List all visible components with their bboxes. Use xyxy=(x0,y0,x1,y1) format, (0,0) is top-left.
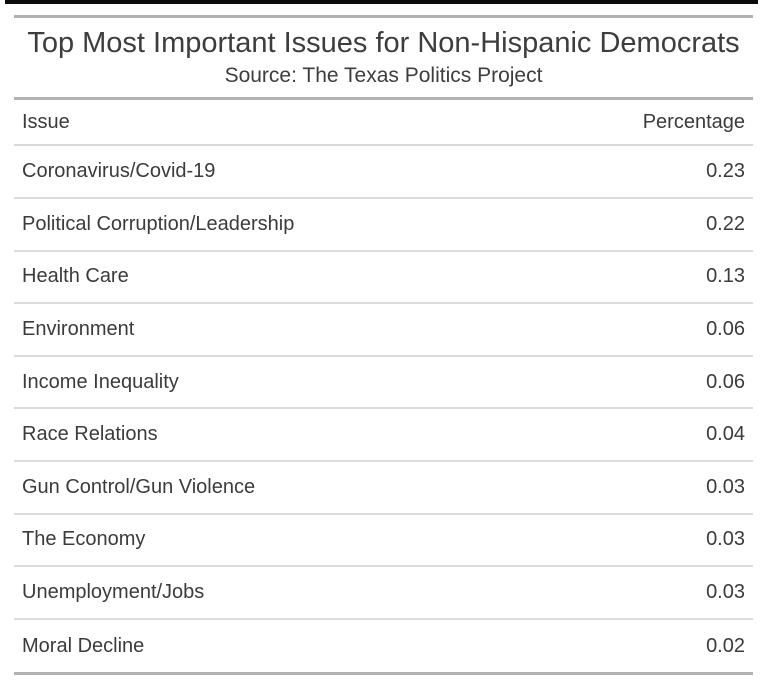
percentage-cell: 0.04 xyxy=(706,423,745,446)
issue-cell: Gun Control/Gun Violence xyxy=(22,475,256,498)
table-row: Coronavirus/Covid-19 0.23 xyxy=(14,146,753,200)
issue-cell: Income Inequality xyxy=(22,370,179,393)
percentage-cell: 0.06 xyxy=(706,370,745,393)
percentage-cell: 0.03 xyxy=(706,580,745,603)
column-header-issue: Issue xyxy=(22,110,70,133)
percentage-cell: 0.03 xyxy=(706,475,745,498)
header-top-rule xyxy=(14,97,753,101)
table-row: The Economy 0.03 xyxy=(14,515,753,568)
issue-cell: Moral Decline xyxy=(22,634,145,657)
table-row: Environment 0.06 xyxy=(14,304,753,357)
table-container: Top Most Important Issues for Non-Hispan… xyxy=(14,15,753,676)
figure-top-border xyxy=(5,0,758,4)
percentage-cell: 0.02 xyxy=(706,634,745,657)
table-body: Coronavirus/Covid-19 0.23 Political Corrup… xyxy=(14,146,753,676)
table-row: Gun Control/Gun Violence 0.03 xyxy=(14,462,753,515)
issue-cell: Health Care xyxy=(22,265,129,288)
chart-source: Source: The Texas Politics Project xyxy=(224,64,543,88)
percentage-cell: 0.22 xyxy=(706,212,745,235)
issue-cell: Coronavirus/Covid-19 xyxy=(22,160,216,183)
column-header-percentage: Percentage xyxy=(642,110,745,133)
percentage-cell: 0.13 xyxy=(706,265,745,288)
issue-cell: Race Relations xyxy=(22,423,158,446)
percentage-cell: 0.06 xyxy=(706,318,745,341)
percentage-cell: 0.03 xyxy=(706,528,745,551)
issue-cell: Political Corruption/Leadership xyxy=(22,212,295,235)
table-row: Health Care 0.13 xyxy=(14,252,753,305)
table-row: Moral Decline 0.02 xyxy=(14,620,753,673)
table-row: Race Relations 0.04 xyxy=(14,409,753,462)
issue-cell: The Economy xyxy=(22,528,146,551)
chart-title: Top Most Important Issues for Non-Hispan… xyxy=(27,27,740,59)
issue-cell: Environment xyxy=(22,318,135,341)
table-row: Income Inequality 0.06 xyxy=(14,357,753,410)
table-header-row: Issue Percentage xyxy=(14,100,753,147)
table-row: Political Corruption/Leadership 0.22 xyxy=(14,199,753,252)
table-row: Unemployment/Jobs 0.03 xyxy=(14,567,753,620)
percentage-cell: 0.23 xyxy=(706,160,745,183)
issue-cell: Unemployment/Jobs xyxy=(22,580,205,603)
